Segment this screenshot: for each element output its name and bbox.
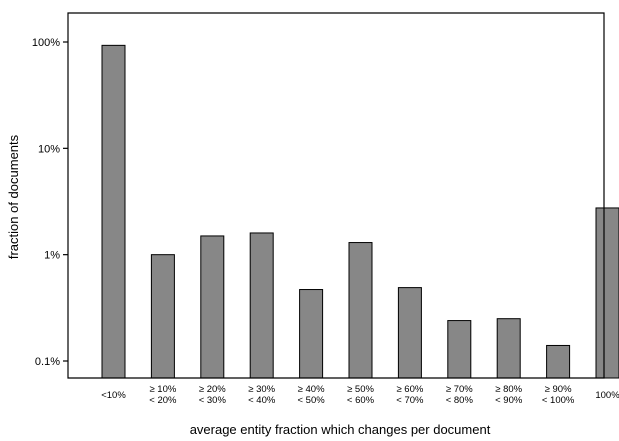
x-category-label: ≥ 10% < 20% [149,384,177,406]
x-category-label: ≥ 20% < 30% [199,384,227,406]
bar [200,235,225,379]
x-category-label-line: ≥ 80% [495,384,522,395]
x-category-label-line: < 20% [149,395,177,406]
x-category-label-line: < 40% [248,395,276,406]
x-axis-category-labels: <10%≥ 10% < 20%≥ 20% < 30%≥ 30% < 40%≥ 40% <… [101,384,619,406]
y-tick-label: 100% [32,37,60,49]
x-category-label-line: ≥ 70% [446,384,473,395]
bar [249,232,274,379]
bar [595,207,619,379]
bars-group [101,44,619,379]
x-category-label: 100% [595,390,619,401]
x-category-label-line: ≥ 20% [199,384,226,395]
bar [447,320,472,379]
x-category-label-line: ≥ 60% [396,384,423,395]
x-category-label-line: ≥ 50% [347,384,374,395]
x-category-label-line: ≥ 30% [248,384,275,395]
x-category-label: <10% [101,390,126,401]
y-axis-title: fraction of documents [6,134,21,259]
x-category-label-line: < 80% [446,395,474,406]
y-tick-label: 10% [38,143,60,155]
x-category-label: ≥ 90% < 100% [542,384,575,406]
x-category-label-line: ≥ 40% [298,384,325,395]
x-category-label-line: < 100% [542,395,575,406]
x-category-label: ≥ 40% < 50% [297,384,325,406]
y-axis-ticks: 0.1% 1% 10% 100% [32,37,68,368]
x-category-label-line: < 70% [396,395,424,406]
axis-frame [67,12,605,379]
bar [150,254,175,379]
x-category-label: ≥ 60% < 70% [396,384,424,406]
y-tick-label: 1% [44,250,60,262]
x-category-label-line: ≥ 90% [545,384,572,395]
x-category-label-line: ≥ 10% [149,384,176,395]
x-category-label: ≥ 50% < 60% [347,384,375,406]
x-category-label-line: < 60% [347,395,375,406]
bar [397,287,422,379]
x-category-label: ≥ 80% < 90% [495,384,523,406]
x-category-label-line: < 90% [495,395,523,406]
x-category-label-line: < 30% [199,395,227,406]
bar [496,318,521,379]
x-axis-title: average entity fraction which changes pe… [190,422,491,437]
bar [101,44,126,379]
bar [348,242,373,379]
x-category-label: ≥ 30% < 40% [248,384,276,406]
x-category-label-line: < 50% [297,395,325,406]
bar [299,289,324,379]
y-tick-label: 0.1% [35,356,60,368]
bar [546,344,571,379]
x-category-label: ≥ 70% < 80% [446,384,474,406]
